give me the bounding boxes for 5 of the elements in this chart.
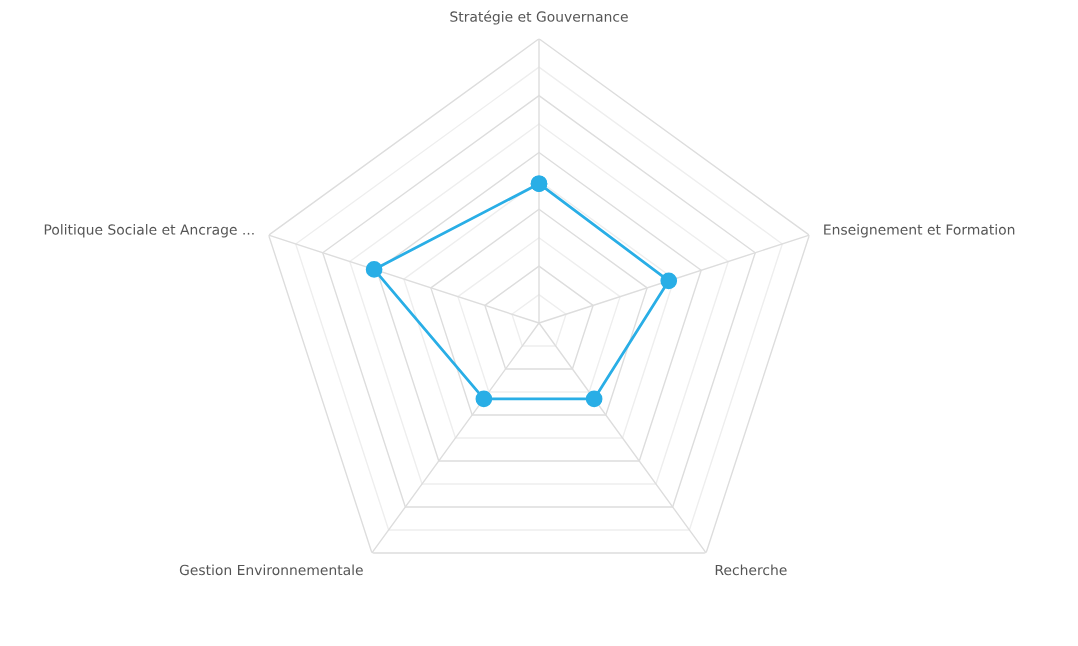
- spoke-label: Gestion Environnementale: [179, 564, 363, 576]
- spoke-label: Politique Sociale et Ancrage ...: [44, 224, 254, 238]
- spoke-label: Enseignement et Formation: [824, 224, 1015, 238]
- spoke-label: Stratégie et Gouvernance: [450, 10, 628, 25]
- spoke-label: Recherche: [715, 564, 787, 576]
